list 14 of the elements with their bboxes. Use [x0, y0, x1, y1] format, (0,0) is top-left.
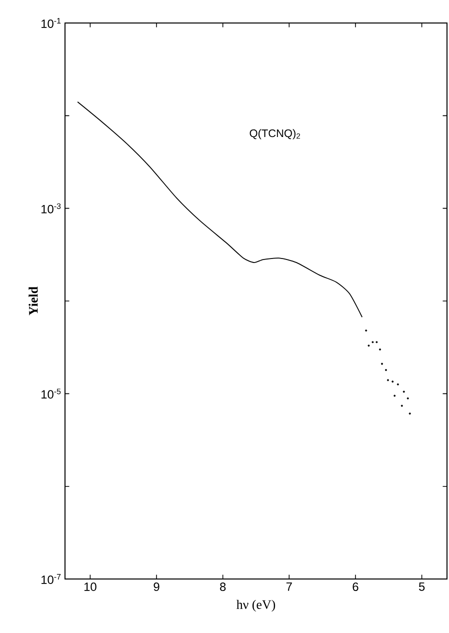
annotation: Q(TCNQ)$_{2}$ — [250, 129, 300, 140]
x-axis-title: hν (eV) — [236, 600, 276, 612]
y-tick-label: 10$^{-3}$ — [42, 203, 61, 214]
x-tick-label: 5 — [418, 582, 425, 591]
y-tick-label: 10$^{-7}$ — [42, 574, 61, 584]
x-tick-label: 9 — [154, 582, 160, 591]
x-tick-label: 6 — [352, 582, 358, 591]
x-tick-label: 8 — [220, 582, 226, 591]
x-tick-label: 10 — [84, 582, 96, 591]
line-series — [77, 101, 363, 318]
y-tick-label: 10$^{-5}$ — [42, 388, 61, 399]
y-tick-label: 10$^{-1}$ — [42, 18, 61, 28]
y-axis-title: Yield — [28, 286, 38, 316]
x-tick-label: 7 — [286, 582, 292, 591]
